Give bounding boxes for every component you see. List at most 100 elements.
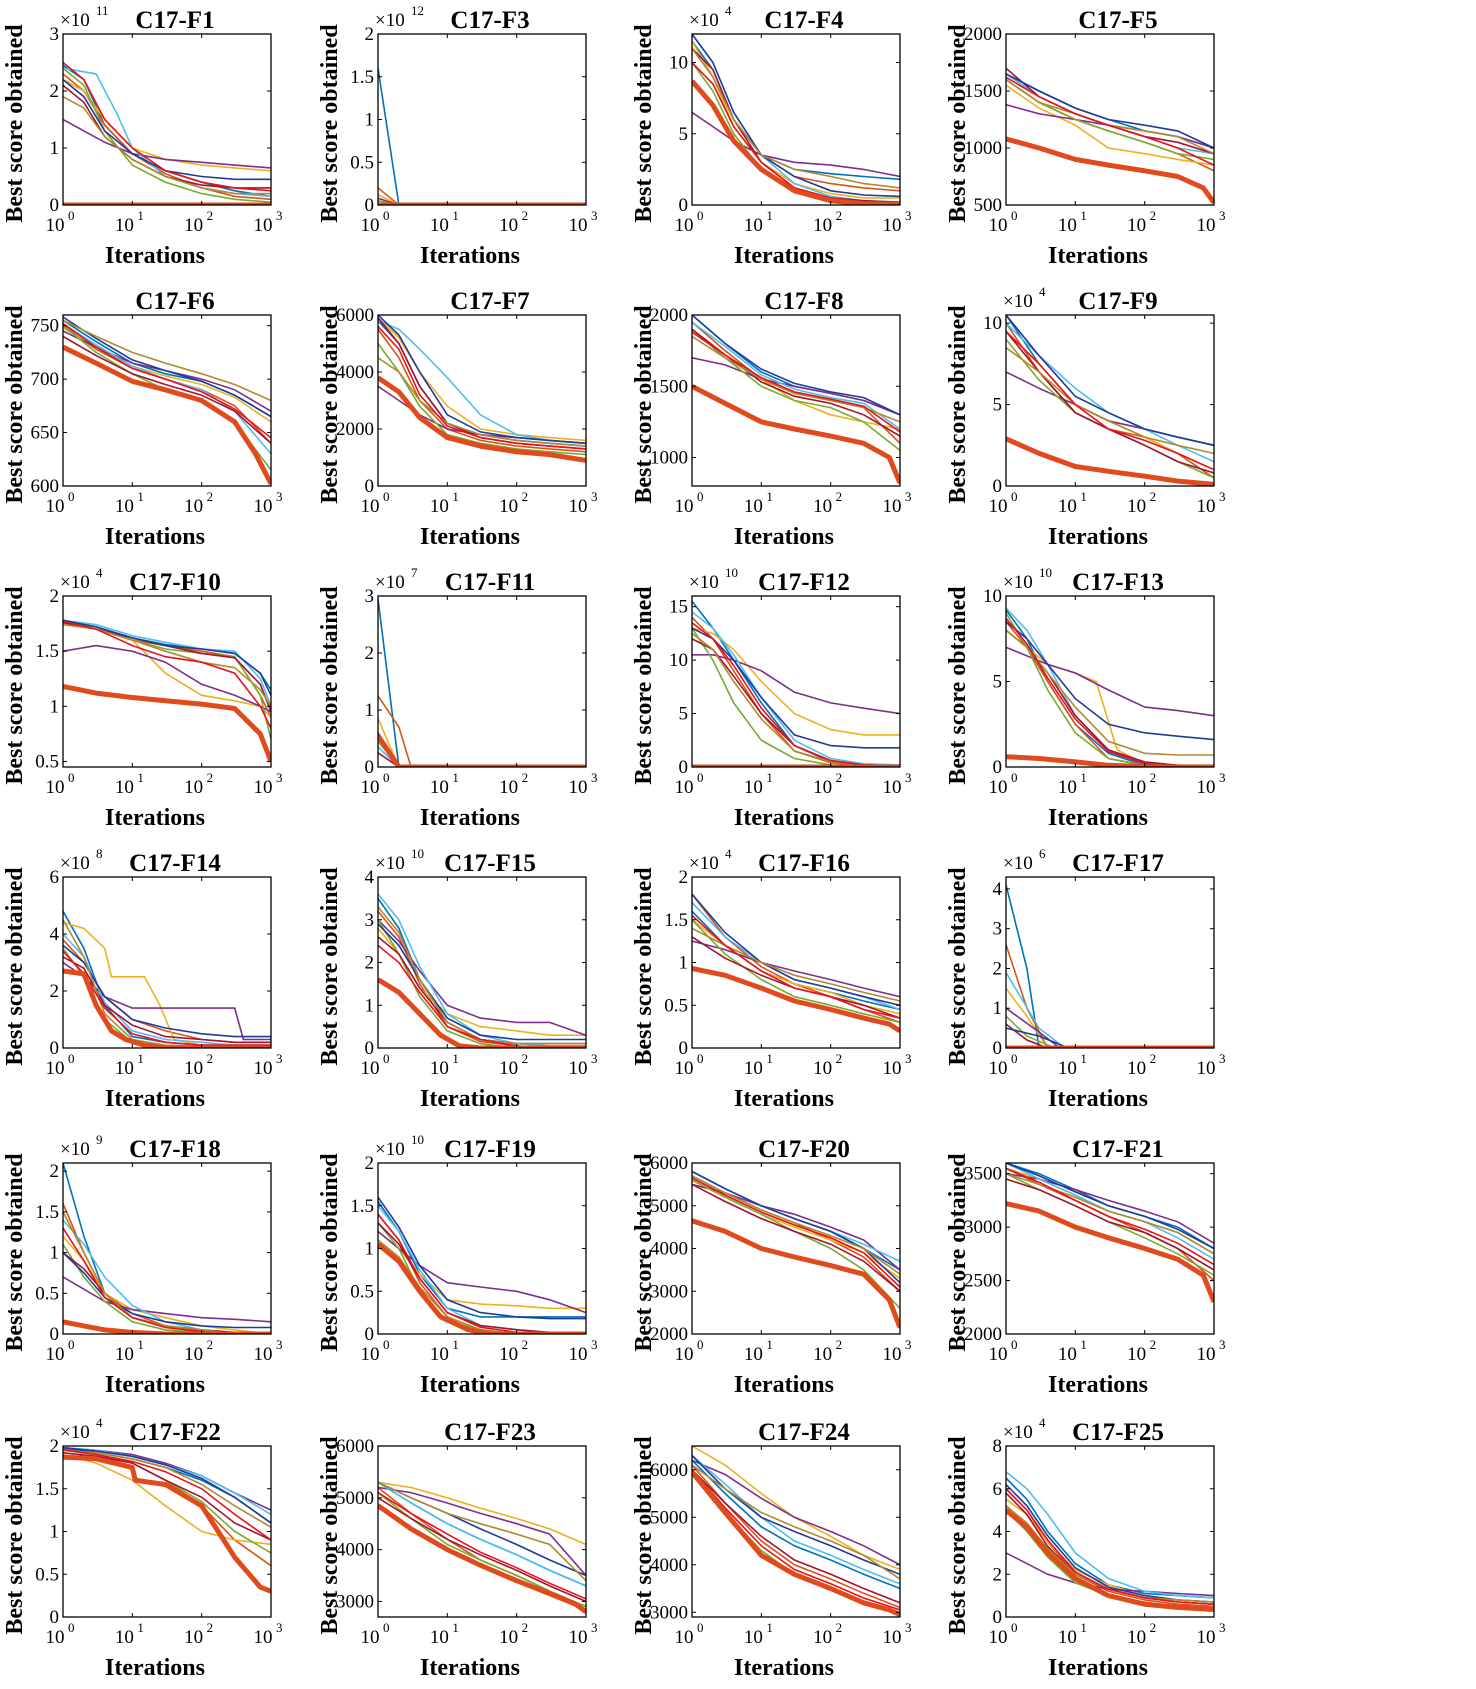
chart-title: C17-F16 bbox=[758, 850, 850, 877]
chart-title: C17-F1 bbox=[135, 7, 214, 34]
y-tick-label: 3 bbox=[365, 910, 375, 931]
x-tick-label: 10 bbox=[813, 1058, 832, 1079]
y-axis-label: Best score obtained bbox=[945, 305, 971, 504]
series-line bbox=[378, 319, 586, 445]
y-tick-label: 8 bbox=[993, 1436, 1003, 1457]
y-tick-label: 0.5 bbox=[35, 751, 59, 772]
axes-frame bbox=[62, 314, 272, 487]
y-tick-label: 1 bbox=[679, 953, 689, 974]
x-tick-label: 10 bbox=[361, 1627, 380, 1648]
series-line bbox=[378, 919, 586, 1036]
y-multiplier: ×10 bbox=[60, 572, 90, 593]
series-line bbox=[378, 193, 586, 205]
series-line bbox=[692, 1469, 900, 1611]
series-group bbox=[63, 1163, 271, 1334]
series-line bbox=[378, 752, 586, 767]
series-line bbox=[1006, 1178, 1214, 1271]
series-line bbox=[1006, 1172, 1214, 1255]
axes-frame bbox=[691, 1162, 901, 1335]
series-line bbox=[63, 335, 271, 444]
y-multiplier: ×10 bbox=[1003, 291, 1033, 312]
x-tick-label: 10 bbox=[675, 215, 694, 236]
x-tick-label: 10 bbox=[254, 1058, 273, 1079]
series-line bbox=[692, 47, 900, 189]
x-tick-exponent: 2 bbox=[522, 1051, 529, 1066]
x-tick-exponent: 0 bbox=[697, 489, 704, 504]
series-line bbox=[1006, 76, 1214, 166]
chart-title: C17-F19 bbox=[444, 1136, 536, 1163]
x-tick-exponent: 0 bbox=[68, 1620, 75, 1635]
y-axis-label: Best score obtained bbox=[945, 867, 971, 1066]
x-tick-label: 10 bbox=[744, 777, 763, 798]
axes-frame bbox=[377, 595, 587, 768]
series-line bbox=[378, 1481, 586, 1546]
x-tick-label: 10 bbox=[1127, 1058, 1146, 1079]
axes-frame bbox=[691, 33, 901, 206]
y-axis-label: Best score obtained bbox=[2, 1436, 28, 1635]
series-line bbox=[63, 621, 271, 713]
y-tick-label: 2 bbox=[679, 867, 689, 888]
chart-title: C17-F3 bbox=[450, 7, 529, 34]
x-tick-exponent: 3 bbox=[591, 489, 598, 504]
y-tick-label: 4 bbox=[993, 879, 1003, 900]
series-line bbox=[692, 321, 900, 430]
series-line bbox=[378, 197, 586, 205]
series-line bbox=[1006, 1167, 1214, 1266]
x-tick-exponent: 3 bbox=[276, 1051, 283, 1066]
x-tick-exponent: 1 bbox=[137, 1051, 144, 1066]
series-line bbox=[1006, 971, 1214, 1048]
x-tick-label: 10 bbox=[675, 1058, 694, 1079]
series-line bbox=[692, 914, 900, 1019]
y-tick-label: 1 bbox=[50, 1522, 60, 1543]
x-tick-exponent: 2 bbox=[207, 1620, 214, 1635]
y-tick-label: 5 bbox=[679, 704, 689, 725]
x-tick-exponent: 1 bbox=[137, 489, 144, 504]
y-multiplier-exponent: 10 bbox=[411, 1132, 424, 1147]
x-tick-exponent: 2 bbox=[836, 1051, 843, 1066]
series-line bbox=[1006, 330, 1214, 471]
series-line bbox=[63, 620, 271, 729]
series-line bbox=[63, 1446, 271, 1524]
x-tick-exponent: 3 bbox=[591, 1620, 598, 1635]
y-multiplier: ×10 bbox=[375, 853, 405, 874]
x-tick-exponent: 2 bbox=[522, 1337, 529, 1352]
y-tick-label: 0 bbox=[50, 1038, 60, 1059]
y-tick-label: 1 bbox=[365, 995, 375, 1016]
x-tick-exponent: 2 bbox=[836, 489, 843, 504]
y-axis-label: Best score obtained bbox=[2, 24, 28, 223]
series-line bbox=[692, 622, 900, 767]
axes-frame bbox=[377, 33, 587, 206]
proposed-series-line bbox=[378, 375, 586, 463]
y-multiplier-exponent: 6 bbox=[1039, 846, 1046, 861]
series-line bbox=[63, 319, 271, 402]
series-group bbox=[1006, 1471, 1214, 1612]
y-tick-label: 0 bbox=[679, 195, 689, 216]
series-line bbox=[692, 940, 900, 998]
series-line bbox=[63, 956, 271, 1044]
y-tick-label: 5000 bbox=[650, 1507, 688, 1528]
series-line bbox=[378, 357, 586, 447]
x-tick-exponent: 3 bbox=[905, 770, 912, 785]
x-tick-label: 10 bbox=[184, 1344, 203, 1365]
y-tick-label: 6000 bbox=[650, 1153, 688, 1174]
x-tick-label: 10 bbox=[1197, 1627, 1216, 1648]
x-tick-exponent: 1 bbox=[1080, 1051, 1087, 1066]
x-tick-label: 10 bbox=[744, 496, 763, 517]
proposed-series-line bbox=[1006, 1201, 1214, 1303]
series-line bbox=[63, 1252, 271, 1329]
x-tick-exponent: 3 bbox=[276, 489, 283, 504]
series-group bbox=[692, 1446, 900, 1617]
x-tick-exponent: 2 bbox=[1150, 1051, 1157, 1066]
series-line bbox=[378, 695, 586, 767]
y-multiplier: ×10 bbox=[60, 1139, 90, 1160]
x-tick-exponent: 3 bbox=[276, 1620, 283, 1635]
y-tick-label: 10 bbox=[983, 313, 1002, 334]
x-tick-exponent: 3 bbox=[276, 770, 283, 785]
series-line bbox=[1006, 73, 1214, 149]
x-tick-label: 10 bbox=[813, 215, 832, 236]
proposed-series-line bbox=[1006, 136, 1214, 205]
